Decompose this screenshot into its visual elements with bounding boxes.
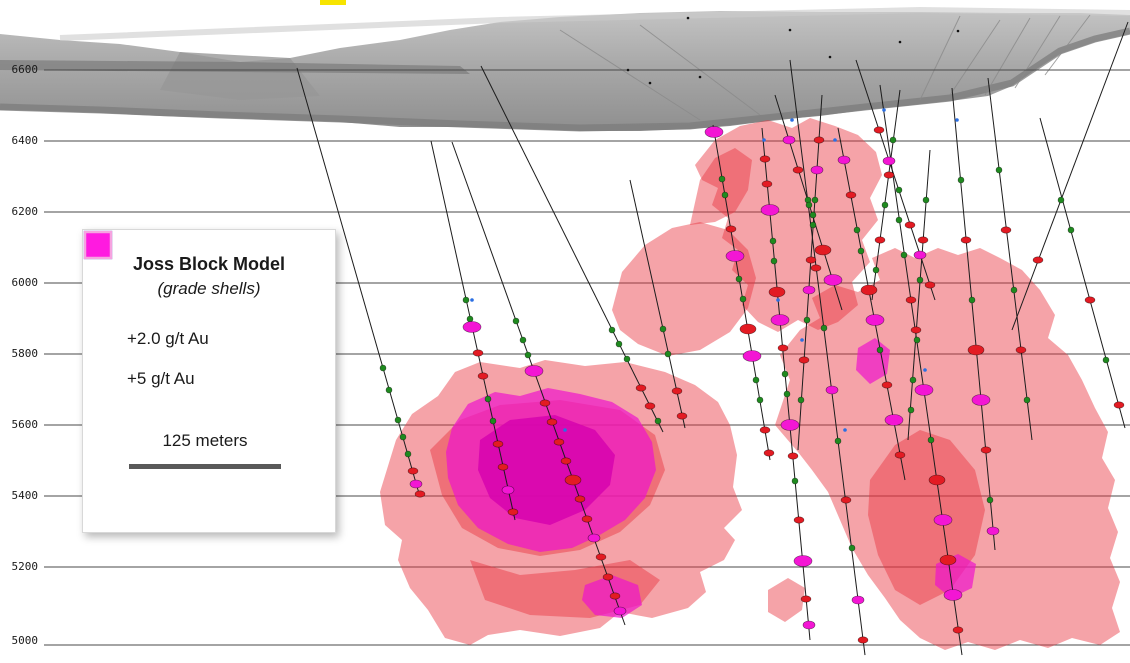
- legend-item-label: +2.0 g/t Au: [127, 329, 209, 348]
- drillhole-intercepts: [379, 108, 1125, 644]
- axis-tick: 6600: [11, 63, 39, 76]
- terrain-dark-band: [0, 60, 470, 74]
- axis-tick: 5600: [11, 418, 39, 431]
- legend-title: Joss Block Model: [132, 254, 286, 274]
- grade-shells-red: [380, 118, 1120, 650]
- axis-tick: 5800: [11, 347, 39, 360]
- legend-item-magenta: +5 g/t Au: [83, 230, 335, 389]
- legend-item-label: +5 g/t Au: [127, 369, 195, 388]
- red-shell-center: [612, 222, 756, 356]
- legend-item-red: +2.0 g/t Au: [83, 230, 335, 349]
- axis-tick: 5400: [11, 489, 39, 502]
- drillhole-traces: [296, 21, 1129, 656]
- axis-tick: 6000: [11, 276, 39, 289]
- surface-specks: [626, 16, 960, 85]
- axis-tick: 5200: [11, 560, 39, 573]
- red-shell-small-bottom: [768, 578, 805, 622]
- yellow-surface-tick: [320, 0, 346, 5]
- scale-bar: [129, 464, 281, 469]
- axis-tick: 6400: [11, 134, 39, 147]
- scale-label: 125 meters: [162, 431, 248, 450]
- terrain-surface: [0, 6, 1130, 132]
- axis-tick: 5000: [11, 634, 39, 647]
- terrain-bottom-shade: [0, 27, 1130, 132]
- axis-tick: 6200: [11, 205, 39, 218]
- magenta-grade-swatch-icon: [83, 230, 113, 260]
- red-shell-center-arm: [690, 148, 752, 225]
- legend-subtitle: (grade shells): [157, 279, 261, 298]
- terrain-top-highlight: [59, 6, 1130, 41]
- scale-indicator: 125 meters: [129, 431, 335, 469]
- legend-panel: Joss Block Model (grade shells) +2.0 g/t…: [82, 229, 336, 533]
